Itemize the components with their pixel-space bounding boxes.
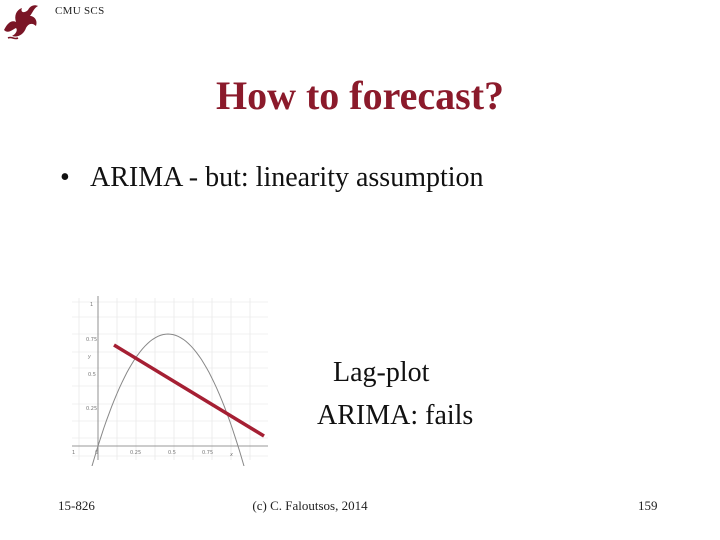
arima-fit-line: [113, 343, 265, 438]
x-axis-label: x: [229, 452, 233, 458]
bullet-marker: •: [60, 162, 70, 193]
y-tick-label: 0.5: [88, 372, 96, 378]
lag-plot-figure: 1 0.75 0.5 0.25 0 0.25 0.5 0.75 1 y x: [68, 294, 272, 466]
y-tick-label: 0.25: [86, 406, 97, 412]
logistic-curve: [91, 333, 245, 466]
slide-title: How to forecast?: [215, 73, 505, 118]
footer-copyright: (c) C. Faloutsos, 2014: [252, 498, 368, 513]
x-tick-label: 0.5: [168, 450, 176, 456]
y-axis-label: y: [87, 354, 92, 360]
footer-page-number: 159: [638, 498, 658, 513]
y-tick-label: 1: [90, 302, 93, 308]
y-tick-label: 0.75: [86, 337, 97, 343]
x-tick-label: 0.75: [202, 450, 213, 456]
lag-plot-label: Lag-plot: [333, 357, 430, 388]
header-label: CMU SCS: [55, 5, 105, 17]
x-tick-label: 0.25: [130, 450, 141, 456]
bullet-text: ARIMA - but: linearity assumption: [90, 162, 484, 193]
footer-course: 15-826: [58, 498, 95, 513]
bullet-item: • ARIMA - but: linearity assumption: [60, 162, 484, 194]
x-tick-label: 1: [72, 450, 75, 456]
x-tick-label: 0: [95, 450, 98, 456]
cmu-dragon-logo-icon: [4, 5, 38, 40]
arima-fails-label: ARIMA: fails: [317, 400, 474, 431]
